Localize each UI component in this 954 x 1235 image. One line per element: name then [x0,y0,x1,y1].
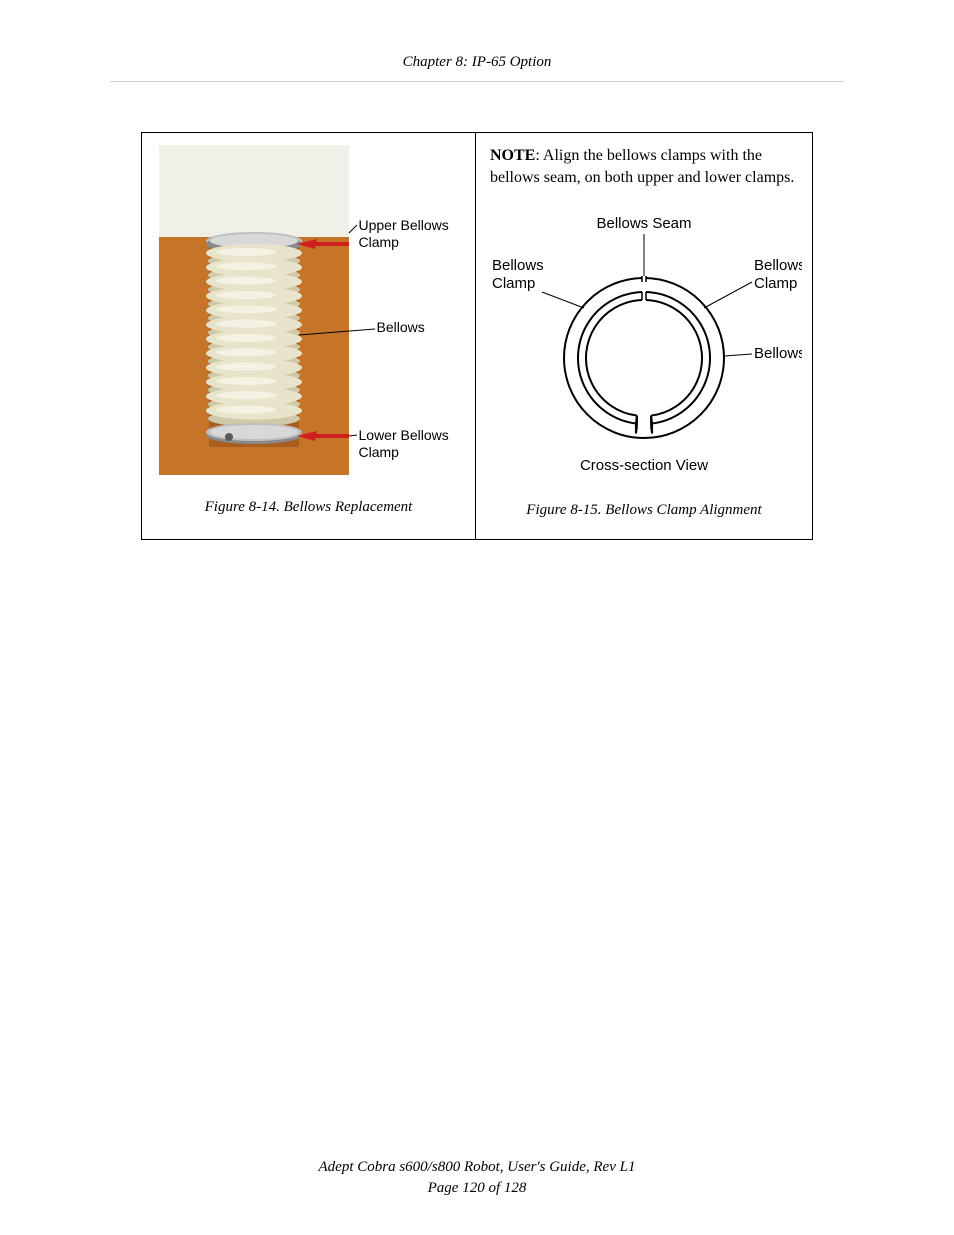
figures-container: Upper BellowsClamp Bellows Lower Bellows… [141,132,813,540]
clamp-diagram-svg: Bellows Seam Bellows Clamp Bellows Clamp… [486,208,802,478]
note-text: NOTE: Align the bellows clamps with the … [486,145,802,188]
label-clamp-right-l2: Clamp [754,275,797,292]
figure-right: NOTE: Align the bellows clamps with the … [476,133,812,539]
label-lower-bellows-clamp: Lower BellowsClamp [359,427,449,461]
figure-right-caption: Figure 8-15. Bellows Clamp Alignment [486,502,802,519]
bellows-photo: Upper BellowsClamp Bellows Lower Bellows… [159,145,459,475]
header-divider [110,81,844,82]
figure-left-caption: Figure 8-14. Bellows Replacement [205,499,413,516]
page-footer: Adept Cobra s600/s800 Robot, User's Guid… [0,1157,954,1199]
label-bellows: Bellows [377,319,425,336]
label-clamp-left-l1: Bellows [492,257,544,274]
bellows-photo-svg [159,145,349,475]
footer-line2: Page 120 of 128 [0,1178,954,1199]
footer-line1: Adept Cobra s600/s800 Robot, User's Guid… [0,1157,954,1178]
figure-left: Upper BellowsClamp Bellows Lower Bellows… [142,133,476,539]
label-bellows-seam: Bellows Seam [596,215,691,232]
label-clamp-right-l1: Bellows [754,257,802,274]
chapter-header: Chapter 8: IP-65 Option [0,0,954,81]
label-upper-bellows-clamp: Upper BellowsClamp [359,217,449,251]
label-cross-section: Cross-section View [580,457,708,474]
label-clamp-left-l2: Clamp [492,275,535,292]
clamp-diagram: Bellows Seam Bellows Clamp Bellows Clamp… [486,208,802,478]
label-bellows-r: Bellows [754,345,802,362]
